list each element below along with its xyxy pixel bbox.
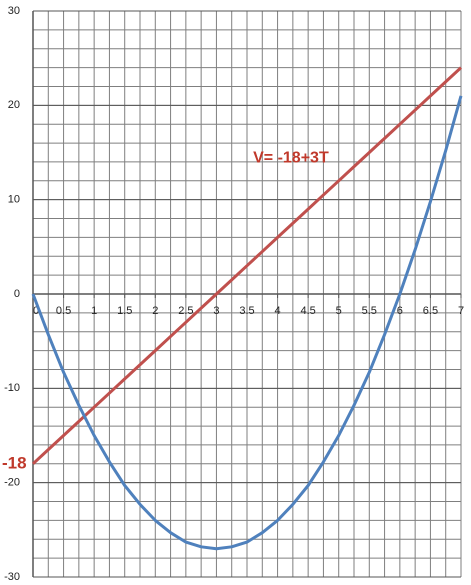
y-tick-label: 20	[8, 99, 20, 111]
y-tick-label: -10	[4, 382, 20, 394]
x-tick-label: 4	[275, 305, 281, 317]
y-tick-label: -30	[4, 571, 20, 583]
x-tick-label: 7	[458, 305, 464, 317]
y-tick-label: 10	[8, 194, 20, 206]
annotation: -18	[2, 453, 27, 472]
annotation: V= -18+3T	[253, 149, 329, 166]
x-tick-label: 1	[91, 305, 97, 317]
x-tick-label: 3	[213, 305, 219, 317]
x-tick-label: 0	[33, 305, 39, 317]
x-tick-label: 4.5	[300, 305, 315, 317]
x-tick-label: 5	[336, 305, 342, 317]
x-tick-label: 0.5	[56, 305, 71, 317]
x-tick-label: 5.5	[362, 305, 377, 317]
x-tick-label: 1.5	[117, 305, 132, 317]
x-tick-label: 6	[397, 305, 403, 317]
line	[31, 95, 463, 551]
y-tick-label: 30	[8, 5, 20, 17]
x-tick-label: 3.5	[239, 305, 254, 317]
x-tick-label: 6.5	[423, 305, 438, 317]
y-tick-label: 0	[14, 288, 20, 300]
line	[31, 66, 463, 465]
x-tick-label: 2.5	[178, 305, 193, 317]
y-tick-label: -20	[4, 477, 20, 489]
x-tick-label: 2	[152, 305, 158, 317]
